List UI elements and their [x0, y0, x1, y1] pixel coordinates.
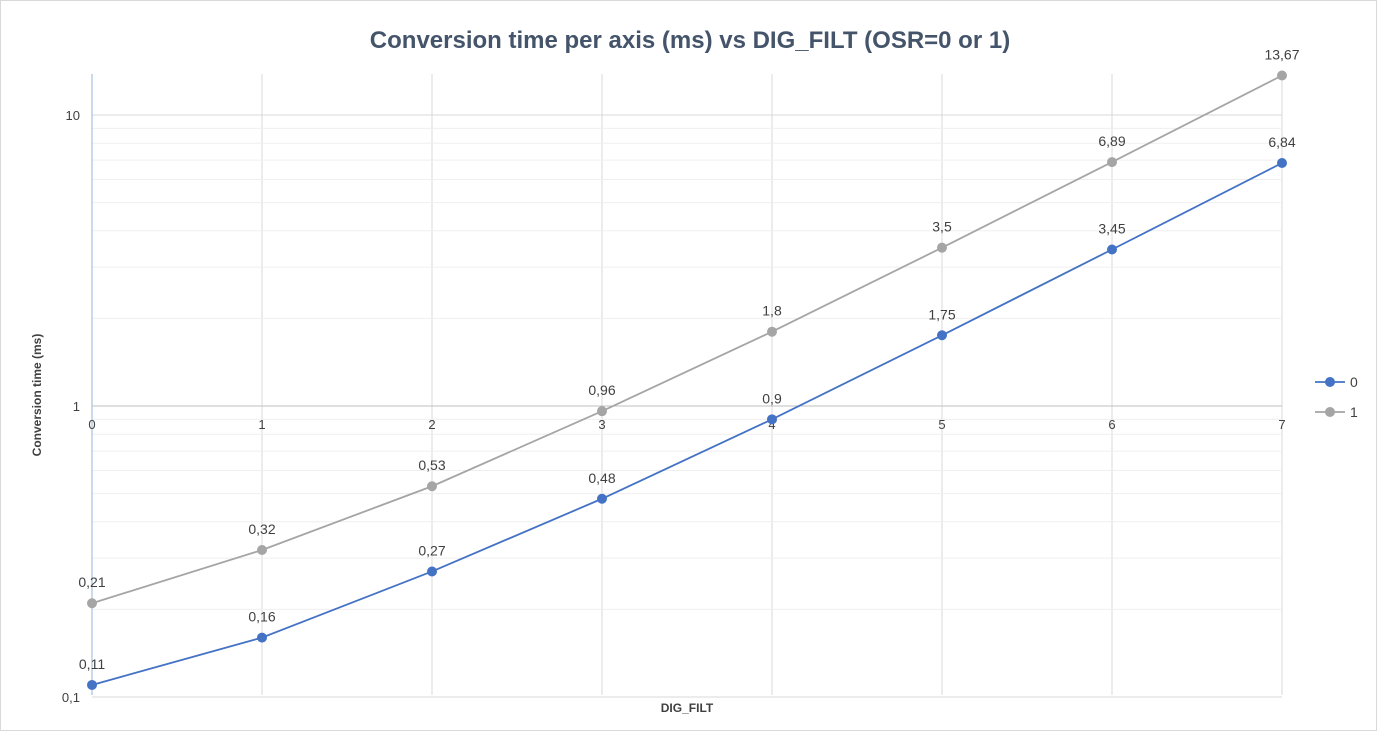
y-tick-label: 0,1 [62, 690, 80, 705]
legend-label: 1 [1350, 404, 1358, 420]
data-point[interactable] [427, 481, 437, 492]
chart-title: Conversion time per axis (ms) vs DIG_FIL… [370, 27, 1010, 54]
series-group [87, 70, 1287, 690]
legend-entry-1: 1 [1315, 404, 1358, 420]
data-point[interactable] [767, 326, 777, 337]
series-line-0 [91, 162, 1283, 686]
legend-label: 0 [1350, 374, 1358, 390]
data-label: 1,75 [928, 306, 955, 322]
data-point[interactable] [1107, 244, 1117, 255]
gridlines [91, 74, 1283, 698]
legend-swatch-marker [1325, 377, 1335, 387]
x-tick-label: 7 [1278, 417, 1285, 432]
legend: 01 [1315, 374, 1358, 420]
legend-swatch-marker [1325, 407, 1335, 417]
x-tick-label: 3 [598, 417, 605, 432]
data-label: 0,48 [588, 470, 615, 486]
series-line-1 [91, 74, 1283, 605]
data-label: 0,53 [418, 457, 445, 473]
data-point[interactable] [597, 406, 607, 417]
data-point[interactable] [257, 545, 267, 556]
data-point[interactable] [1277, 70, 1287, 81]
data-label: 0,16 [248, 609, 275, 625]
data-label: 6,89 [1098, 133, 1125, 149]
data-point[interactable] [257, 632, 267, 643]
x-tick-label: 2 [428, 417, 435, 432]
data-label: 1,8 [762, 303, 782, 319]
data-point[interactable] [1107, 157, 1117, 168]
data-label: 3,45 [1098, 220, 1125, 236]
data-label: 0,21 [78, 574, 105, 590]
data-labels: 0,11 0,16 0,27 0,48 0,9 1,75 3,45 6,84 0,21 0,32 0… [78, 46, 1299, 671]
data-label: 0,96 [588, 382, 615, 398]
data-label: 6,84 [1268, 134, 1295, 150]
data-label: 0,27 [418, 542, 445, 558]
data-point[interactable] [87, 679, 97, 690]
data-label: 3,5 [932, 219, 952, 235]
axes [91, 74, 1282, 695]
data-label: 0,32 [248, 521, 275, 537]
y-axis-title: Conversion time (ms) [30, 334, 44, 457]
data-point[interactable] [767, 414, 777, 425]
data-point[interactable] [427, 566, 437, 577]
x-tick-label: 4 [768, 417, 775, 432]
x-tick-label: 1 [258, 417, 265, 432]
data-point[interactable] [937, 330, 947, 341]
y-tick-label: 1 [73, 399, 80, 414]
y-tick-label: 10 [66, 108, 80, 123]
data-label: 13,67 [1264, 46, 1299, 62]
x-axis-title: DIG_FILT [661, 701, 714, 715]
data-label: 0,11 [79, 656, 105, 672]
x-tick-label: 5 [938, 417, 945, 432]
data-point[interactable] [1277, 157, 1287, 168]
data-point[interactable] [87, 598, 97, 609]
x-tick-label: 0 [88, 417, 95, 432]
legend-entry-0: 0 [1315, 374, 1358, 390]
data-point[interactable] [937, 242, 947, 253]
x-tick-label: 6 [1108, 417, 1115, 432]
data-label: 0,9 [762, 390, 782, 406]
data-point[interactable] [597, 493, 607, 504]
